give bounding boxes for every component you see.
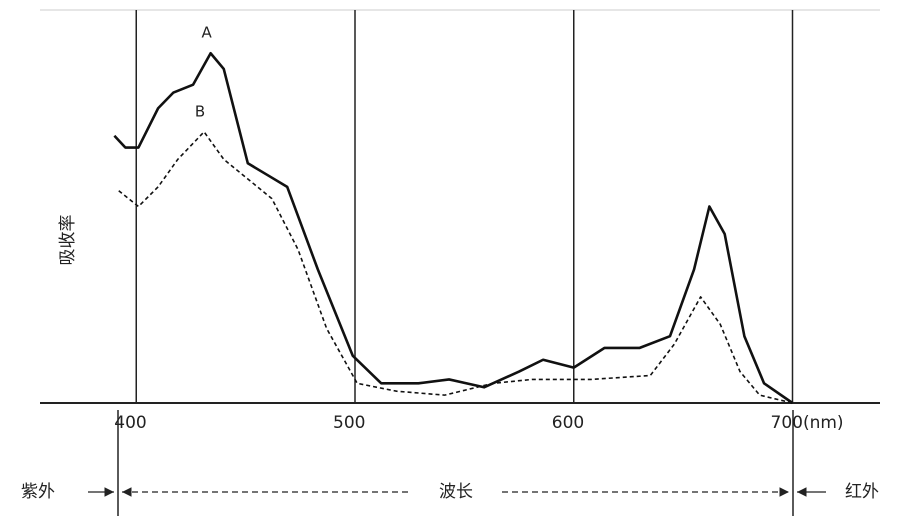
data-line: [118, 131, 793, 404]
region-label: 波长: [439, 482, 473, 502]
series-label: A: [201, 24, 212, 42]
y-axis-label: 吸收率: [58, 215, 78, 266]
x-tick-label: 500: [333, 413, 365, 433]
x-tick-label: 600: [552, 413, 584, 433]
x-tick-label: 700(nm): [771, 413, 844, 433]
region-label: 紫外: [21, 482, 55, 502]
data-line: [113, 51, 794, 405]
series-label: B: [195, 102, 205, 120]
x-tick-label: 400: [114, 413, 146, 433]
region-label: 红外: [845, 482, 879, 502]
